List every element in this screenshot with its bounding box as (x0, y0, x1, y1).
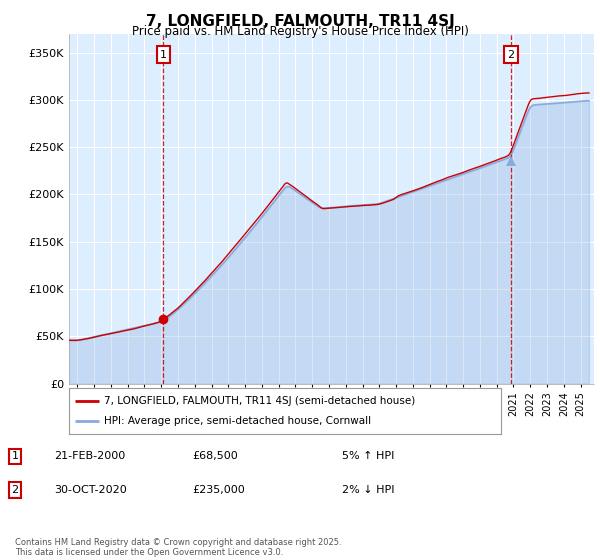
Text: 2: 2 (11, 485, 19, 495)
Text: HPI: Average price, semi-detached house, Cornwall: HPI: Average price, semi-detached house,… (104, 416, 371, 426)
Text: 30-OCT-2020: 30-OCT-2020 (54, 485, 127, 495)
Text: 7, LONGFIELD, FALMOUTH, TR11 4SJ: 7, LONGFIELD, FALMOUTH, TR11 4SJ (146, 14, 454, 29)
Text: 5% ↑ HPI: 5% ↑ HPI (342, 451, 394, 461)
Text: 2% ↓ HPI: 2% ↓ HPI (342, 485, 395, 495)
Text: 21-FEB-2000: 21-FEB-2000 (54, 451, 125, 461)
Text: 1: 1 (11, 451, 19, 461)
Text: 2: 2 (507, 50, 514, 59)
Text: £235,000: £235,000 (192, 485, 245, 495)
Text: Contains HM Land Registry data © Crown copyright and database right 2025.
This d: Contains HM Land Registry data © Crown c… (15, 538, 341, 557)
Text: 1: 1 (160, 50, 167, 59)
Text: 7, LONGFIELD, FALMOUTH, TR11 4SJ (semi-detached house): 7, LONGFIELD, FALMOUTH, TR11 4SJ (semi-d… (104, 396, 415, 406)
Text: Price paid vs. HM Land Registry's House Price Index (HPI): Price paid vs. HM Land Registry's House … (131, 25, 469, 38)
Text: £68,500: £68,500 (192, 451, 238, 461)
